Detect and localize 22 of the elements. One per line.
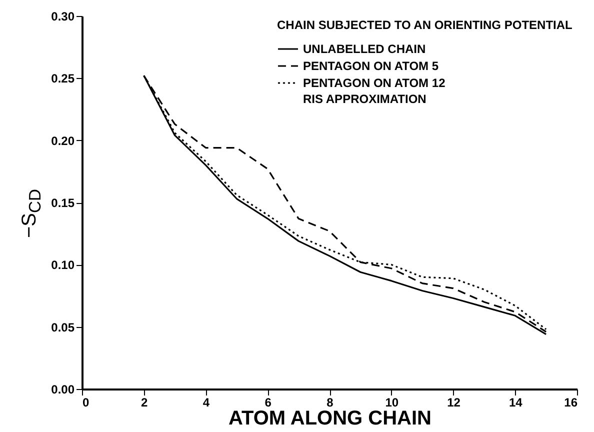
x-tick-label: 12 bbox=[447, 396, 461, 410]
y-tick-label: 0.00 bbox=[51, 382, 75, 396]
y-tick-label: 0.15 bbox=[51, 196, 75, 210]
legend-label: PENTAGON ON ATOM 5 bbox=[303, 59, 439, 73]
y-tick-label: 0.30 bbox=[51, 10, 75, 24]
legend-label: PENTAGON ON ATOM 12 bbox=[303, 76, 446, 90]
y-tick-label: 0.10 bbox=[51, 258, 75, 272]
legend-label: UNLABELLED CHAIN bbox=[303, 42, 426, 56]
x-tick-label: 14 bbox=[508, 396, 523, 410]
x-axis-title: ATOM ALONG CHAIN bbox=[228, 408, 432, 430]
x-tick-label: 0 bbox=[82, 396, 90, 410]
x-tick-label: 2 bbox=[141, 396, 148, 410]
x-tick-label: 16 bbox=[564, 396, 578, 410]
y-tick-label: 0.25 bbox=[51, 72, 75, 86]
y-tick-label: 0.05 bbox=[51, 320, 75, 334]
legend-title: CHAIN SUBJECTED TO AN ORIENTING POTENTIAL bbox=[277, 18, 572, 32]
x-tick-label: 6 bbox=[264, 396, 272, 410]
y-tick-label: 0.20 bbox=[51, 134, 75, 148]
annotation: RIS APPROXIMATION bbox=[303, 92, 426, 106]
x-tick-label: 10 bbox=[385, 396, 399, 410]
x-tick-label: 4 bbox=[202, 396, 210, 410]
x-tick-label: 8 bbox=[326, 396, 334, 410]
